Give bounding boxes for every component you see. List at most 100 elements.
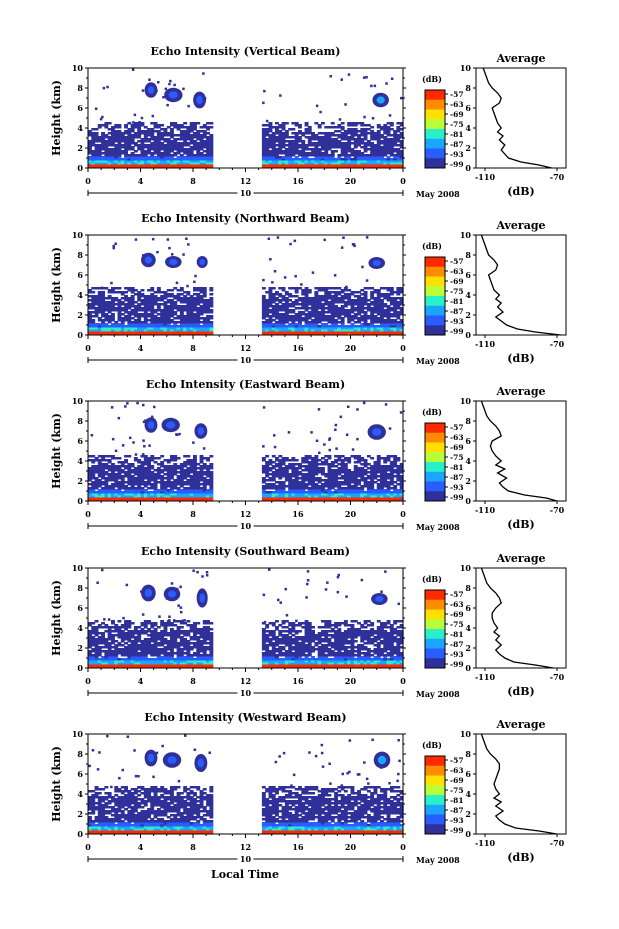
- heatmap-cell: [373, 319, 378, 322]
- heatmap-cell: [337, 287, 342, 290]
- heatmap-cell: [97, 325, 102, 328]
- heatmap-cell: [171, 253, 174, 256]
- heatmap-cell: [120, 150, 125, 153]
- heatmap-cell: [189, 327, 194, 330]
- heatmap-cell: [340, 154, 345, 157]
- heatmap-cell: [389, 479, 394, 482]
- heatmap-cell: [366, 483, 371, 486]
- heatmap-cell: [380, 491, 384, 494]
- heatmap-cell: [317, 327, 322, 330]
- heatmap-cell: [350, 479, 355, 482]
- heatmap-cell: [265, 301, 270, 304]
- heatmap-cell: [389, 323, 394, 326]
- heatmap-cell: [347, 331, 352, 334]
- heatmap-cell: [97, 495, 102, 498]
- heatmap-cell: [304, 459, 309, 462]
- heatmap-cell: [156, 469, 161, 472]
- heatmap-cell: [357, 122, 361, 125]
- heatmap-cell: [170, 136, 174, 139]
- heatmap-cell: [275, 150, 279, 153]
- heatmap-cell: [350, 497, 355, 500]
- heatmap-cell: [350, 485, 355, 488]
- heatmap-cell: [376, 130, 381, 133]
- colorbar-swatch: [425, 307, 445, 311]
- heatmap-cell: [340, 463, 345, 466]
- heatmap-cell: [275, 158, 279, 161]
- heatmap-cell: [186, 303, 191, 306]
- heatmap-cell: [127, 311, 132, 314]
- heatmap-cell: [298, 132, 302, 135]
- y-tick-label: 0: [77, 163, 83, 173]
- heatmap-cell: [307, 457, 312, 460]
- heatmap-cell: [304, 457, 309, 460]
- heatmap-cell: [101, 493, 105, 496]
- heatmap-cell: [199, 459, 204, 462]
- heatmap-cell: [370, 327, 375, 330]
- heatmap-cell: [199, 166, 204, 169]
- heatmap-cell: [150, 495, 155, 498]
- heatmap-cell: [393, 329, 398, 332]
- heatmap-cell: [160, 297, 165, 300]
- heatmap-cell: [170, 160, 174, 163]
- heatmap-cell: [301, 297, 306, 300]
- profile-y-tick-label: 8: [465, 250, 471, 260]
- heatmap-cell: [386, 477, 391, 480]
- heatmap-cell: [114, 164, 119, 167]
- heatmap-cell: [360, 140, 365, 143]
- heatmap-cell: [193, 499, 197, 502]
- heatmap-cell: [189, 152, 194, 155]
- heatmap-cell: [298, 287, 302, 290]
- heatmap-cell: [347, 297, 352, 300]
- heatmap-cell: [206, 146, 210, 149]
- heatmap-cell: [268, 499, 273, 502]
- heatmap-cell: [196, 491, 201, 494]
- heatmap-cell: [386, 465, 391, 468]
- heatmap-cell: [143, 156, 148, 159]
- heatmap-cell: [183, 136, 188, 139]
- heatmap-cell: [147, 305, 151, 308]
- heatmap-cell: [376, 166, 381, 169]
- heatmap-cell: [170, 319, 174, 322]
- heatmap-cell: [281, 128, 286, 131]
- heatmap-cell: [343, 463, 348, 466]
- heatmap-cell: [153, 297, 158, 300]
- heatmap-cell: [88, 455, 92, 458]
- heatmap-cell: [343, 156, 348, 159]
- heatmap-cell: [383, 473, 388, 476]
- colorbar-unit: (dB): [422, 74, 442, 84]
- heatmap-cell: [278, 481, 283, 484]
- heatmap-cell: [101, 481, 105, 484]
- heatmap-cell: [314, 319, 319, 322]
- heatmap-cell: [182, 87, 185, 91]
- heatmap-cell: [206, 158, 210, 161]
- heatmap-cell: [343, 287, 348, 290]
- heatmap-cell: [107, 138, 112, 141]
- heatmap-cell: [104, 136, 109, 139]
- heatmap-cell: [189, 134, 194, 137]
- heatmap-cell: [383, 142, 388, 145]
- heatmap-cell: [111, 299, 115, 302]
- heatmap-cell: [399, 122, 404, 125]
- panel-title: Echo Intensity (Eastward Beam): [146, 378, 345, 391]
- heatmap-cell: [133, 122, 138, 125]
- heatmap-cell: [107, 467, 112, 470]
- heatmap-cell: [147, 160, 151, 163]
- heatmap-cell: [91, 327, 96, 330]
- heatmap-cell: [176, 156, 181, 159]
- heatmap-cell: [337, 327, 342, 330]
- heatmap-cell: [160, 295, 165, 298]
- heatmap-cell: [281, 305, 286, 308]
- heatmap-cell: [389, 333, 394, 336]
- heatmap-cell: [373, 327, 378, 330]
- heatmap-cell: [147, 156, 151, 159]
- heatmap-cell: [150, 327, 155, 330]
- heatmap-cell: [94, 465, 99, 468]
- heatmap-cell: [160, 136, 165, 139]
- heatmap-cell: [107, 158, 112, 161]
- heatmap-cell: [133, 481, 138, 484]
- heatmap-cell: [383, 491, 388, 494]
- heatmap-cell: [196, 323, 201, 326]
- heatmap-cell: [127, 315, 132, 318]
- heatmap-cell: [206, 152, 210, 155]
- heatmap-cell: [330, 132, 335, 135]
